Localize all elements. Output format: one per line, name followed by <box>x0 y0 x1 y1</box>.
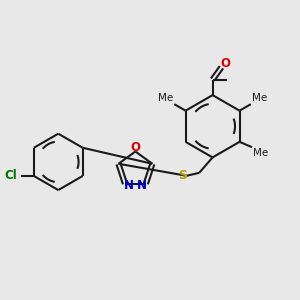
Text: Me: Me <box>252 93 267 103</box>
Text: Me: Me <box>253 148 268 158</box>
Text: N: N <box>124 179 134 192</box>
Text: O: O <box>220 57 230 70</box>
Text: Cl: Cl <box>4 169 17 182</box>
Text: O: O <box>130 141 140 154</box>
Text: N: N <box>137 179 147 192</box>
Text: Me: Me <box>158 93 173 103</box>
Text: S: S <box>178 169 188 182</box>
